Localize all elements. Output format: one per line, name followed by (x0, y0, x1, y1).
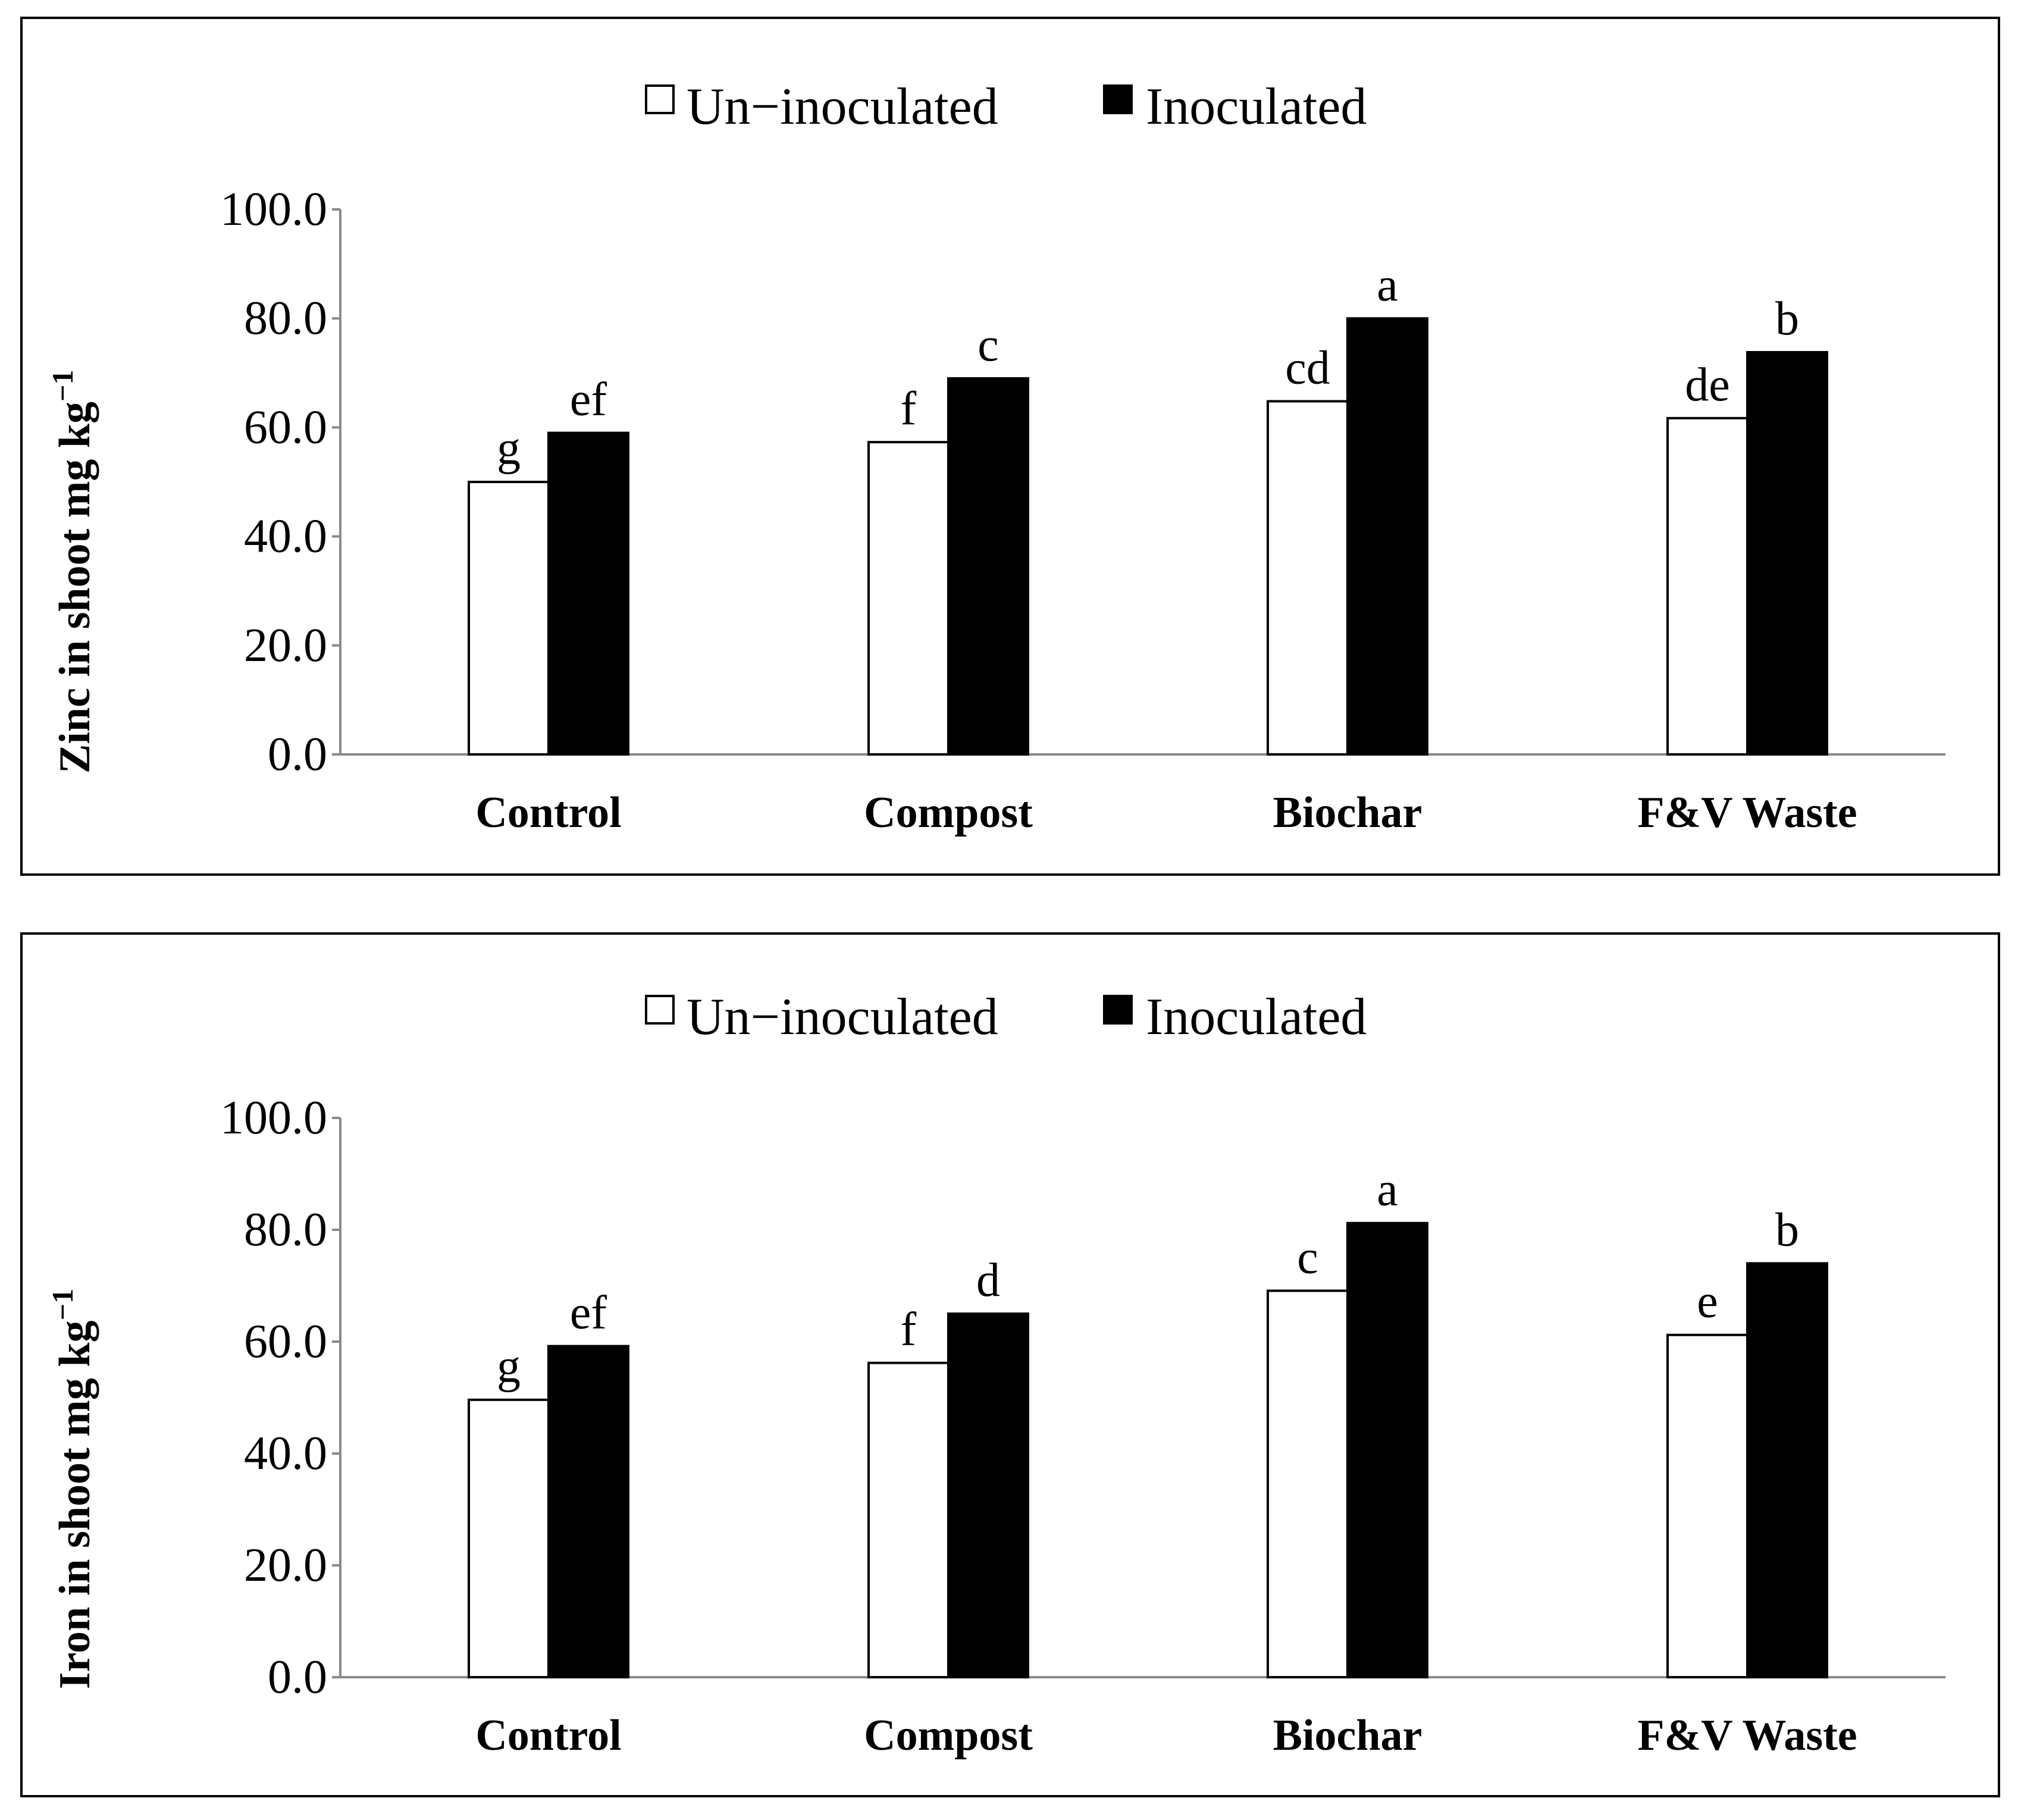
bar-uninoculated (468, 481, 550, 756)
bar-uninoculated (867, 441, 950, 756)
bar-uninoculated (1666, 416, 1748, 756)
bar-uninoculated (1267, 400, 1349, 756)
y-tick-label: 80.0 (244, 292, 327, 344)
y-axis-label: Zinc in shoot mg kg−1 (46, 369, 99, 773)
y-tick-label: 80.0 (244, 1204, 327, 1256)
chart-zinc: Un−inoculated Inoculated Zinc in shoot m… (20, 17, 2000, 876)
y-tick-label: 100.0 (220, 183, 327, 236)
significance-label: b (1775, 293, 1799, 345)
y-tick-label: 20.0 (244, 619, 327, 672)
bar-inoculated (947, 1312, 1029, 1678)
legend-label-inoculated: Inoculated (1146, 988, 1367, 1046)
legend-label-uninoculated: Un−inoculated (687, 78, 998, 136)
category-label: F&V Waste (1637, 1711, 1857, 1760)
bar-inoculated (1746, 1262, 1828, 1678)
significance-label: g (497, 1340, 521, 1393)
legend-swatch-inoculated (1103, 84, 1133, 114)
significance-label: d (976, 1254, 1000, 1307)
legend: Un−inoculated Inoculated (645, 988, 1367, 1046)
significance-label: b (1775, 1204, 1799, 1256)
legend-swatch-inoculated (1103, 995, 1133, 1025)
bar-inoculated (947, 377, 1029, 756)
y-tick-label: 0.0 (268, 1651, 327, 1703)
bar-uninoculated (1666, 1333, 1748, 1678)
y-tick-label: 100.0 (220, 1092, 327, 1144)
category-label: F&V Waste (1637, 788, 1857, 837)
bar-inoculated (1346, 317, 1428, 756)
significance-label: a (1377, 1164, 1398, 1216)
bar-uninoculated (867, 1361, 950, 1678)
significance-label: c (977, 319, 999, 371)
bar-inoculated (547, 1345, 629, 1678)
significance-label: c (1297, 1231, 1318, 1283)
bar-uninoculated (468, 1398, 550, 1678)
significance-label: a (1377, 259, 1398, 311)
significance-label: ef (570, 1287, 607, 1339)
y-tick-label: 20.0 (244, 1539, 327, 1592)
significance-label: f (901, 383, 917, 435)
y-tick-label: 0.0 (268, 728, 327, 781)
bar-uninoculated (1267, 1289, 1349, 1678)
category-label: Control (475, 1711, 621, 1760)
legend-swatch-uninoculated (645, 84, 675, 114)
y-tick-label: 60.0 (244, 1315, 327, 1368)
bar-inoculated (1746, 350, 1828, 756)
significance-label: de (1685, 359, 1730, 411)
bar-inoculated (547, 431, 629, 756)
category-label: Compost (864, 788, 1033, 837)
y-axis-label: Iron in shoot mg kg−1 (46, 1289, 99, 1689)
y-tick-label: 40.0 (244, 1427, 327, 1480)
significance-label: f (901, 1304, 917, 1356)
significance-label: cd (1285, 342, 1330, 394)
legend-label-inoculated: Inoculated (1146, 78, 1367, 136)
y-tick-label: 40.0 (244, 510, 327, 563)
category-label: Control (475, 788, 621, 837)
legend-swatch-uninoculated (645, 995, 675, 1025)
chart-iron: Un−inoculated Inoculated Iron in shoot m… (20, 932, 2000, 1797)
significance-label: e (1697, 1276, 1718, 1328)
significance-label: g (497, 422, 521, 475)
legend-label-uninoculated: Un−inoculated (687, 988, 998, 1046)
category-label: Biochar (1273, 1711, 1422, 1760)
bar-inoculated (1346, 1221, 1428, 1678)
category-label: Compost (864, 1711, 1033, 1760)
category-label: Biochar (1273, 788, 1422, 837)
y-tick-label: 60.0 (244, 401, 327, 453)
legend: Un−inoculated Inoculated (645, 78, 1367, 136)
significance-label: ef (570, 374, 607, 426)
